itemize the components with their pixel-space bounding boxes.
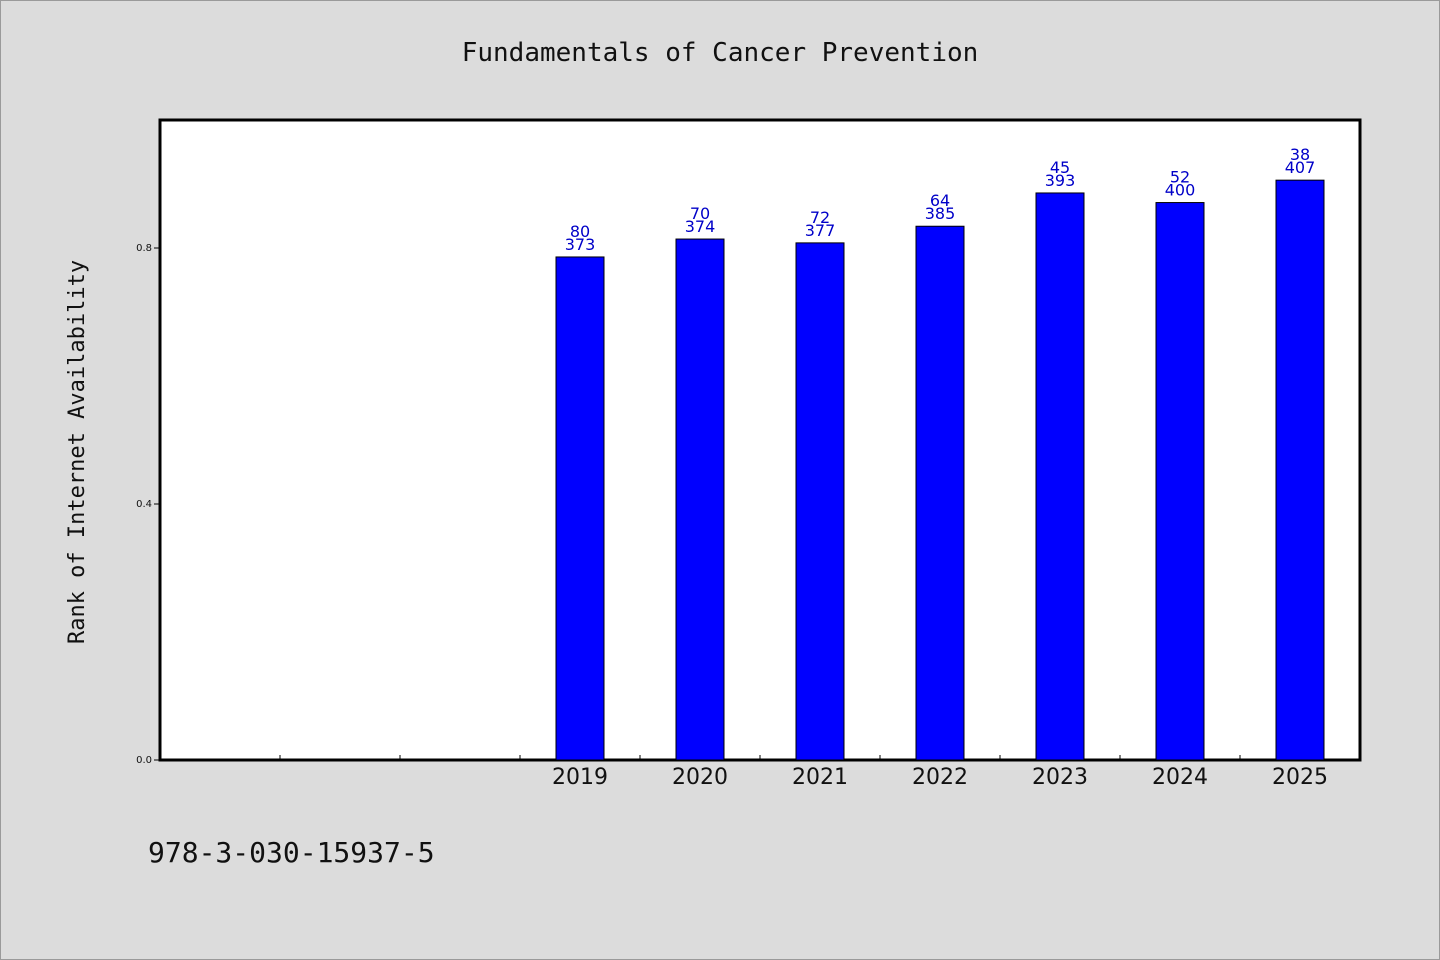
y-tick-label: 0.4 <box>136 499 152 510</box>
data-label-bottom: 377 <box>805 221 836 240</box>
data-label-top: 38 <box>1290 145 1310 164</box>
data-label-bottom: 373 <box>565 235 596 254</box>
data-label-top: 52 <box>1170 168 1190 187</box>
bar <box>675 238 725 761</box>
data-label-top: 80 <box>570 222 590 241</box>
x-tick-label: 2024 <box>1152 765 1208 790</box>
bar <box>795 242 845 761</box>
x-tick-label: 2023 <box>1032 765 1088 790</box>
x-tick-label: 2025 <box>1272 765 1328 790</box>
data-label-bottom: 385 <box>925 204 956 223</box>
x-tick-label: 2019 <box>552 765 608 790</box>
data-label-top: 72 <box>810 208 830 227</box>
x-tick-label: 2020 <box>672 765 728 790</box>
bar <box>1035 192 1085 761</box>
data-label-bottom: 400 <box>1165 181 1196 200</box>
y-axis-label: Rank of Internet Availability <box>65 260 90 644</box>
x-axis: 2019 2020 2021 2022 2023 2024 2025 <box>279 755 1328 790</box>
data-label-top: 70 <box>690 204 710 223</box>
x-tick-label: 2021 <box>792 765 848 790</box>
bar <box>915 225 965 761</box>
data-label-top: 45 <box>1050 158 1070 177</box>
bars <box>555 179 1325 761</box>
bar <box>1155 202 1205 761</box>
x-tick-label: 2022 <box>912 765 968 790</box>
data-label-bottom: 393 <box>1045 171 1076 190</box>
bar <box>555 256 605 761</box>
data-label-bottom: 407 <box>1285 158 1316 177</box>
y-tick-label: 0.0 <box>136 755 152 766</box>
data-label-top: 64 <box>930 191 950 210</box>
isbn-footer: 978-3-030-15937-5 <box>148 836 435 869</box>
y-axis: 0.0 0.4 0.8 <box>136 243 160 766</box>
bar <box>1275 179 1325 761</box>
data-label-bottom: 374 <box>685 217 716 236</box>
chart-title: Fundamentals of Cancer Prevention <box>462 38 979 68</box>
y-tick-label: 0.8 <box>136 243 152 254</box>
